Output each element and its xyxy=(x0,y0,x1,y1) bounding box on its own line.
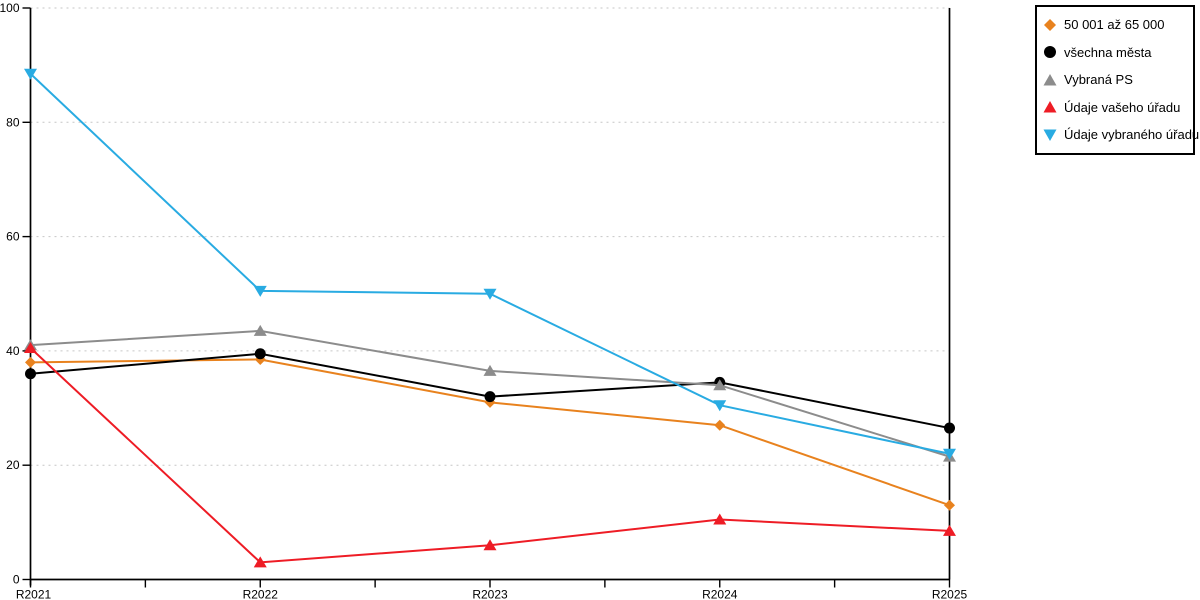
triangle-down-icon xyxy=(1043,129,1057,141)
data-point-diamond xyxy=(714,419,726,431)
data-point-triangle-up xyxy=(253,324,267,336)
data-point-triangle-down xyxy=(253,285,267,297)
triangle-up-icon xyxy=(1043,101,1057,113)
x-tick-label: R2023 xyxy=(472,588,508,600)
data-point-circle xyxy=(484,391,496,403)
data-point-triangle-up xyxy=(24,342,37,354)
data-point-circle xyxy=(254,348,266,360)
x-tick-label: R2021 xyxy=(16,588,52,600)
triangle-up-icon xyxy=(1043,73,1057,86)
y-tick-label: 40 xyxy=(6,344,20,358)
data-point-diamond xyxy=(944,499,955,511)
legend-item: Údaje vašeho úřadu xyxy=(1043,94,1187,122)
series-line xyxy=(29,347,950,564)
data-point-triangle-up xyxy=(483,364,497,376)
series-line xyxy=(30,352,950,430)
triangle-up-shape xyxy=(1043,101,1057,113)
data-point-circle xyxy=(944,422,955,434)
legend: 50 001 až 65 000 všechna města Vybraná P… xyxy=(1035,5,1199,155)
y-tick-label: 100 xyxy=(0,1,20,15)
legend-item: všechna města xyxy=(1043,39,1187,67)
legend-label: Vybraná PS xyxy=(1064,72,1133,88)
y-tick-label: 80 xyxy=(6,115,20,129)
triangle-down-shape xyxy=(1043,129,1057,141)
data-point-triangle-down xyxy=(713,400,727,412)
y-tick-label: 0 xyxy=(13,573,20,587)
y-tick-label: 20 xyxy=(6,458,20,472)
x-tick-label: R2024 xyxy=(702,588,738,600)
circle-icon xyxy=(1044,46,1056,59)
circle-shape xyxy=(1044,46,1056,59)
series-line xyxy=(30,358,950,507)
data-point-triangle-down xyxy=(24,68,37,80)
data-point-triangle-up xyxy=(253,556,267,568)
data-point-triangle-up xyxy=(483,539,497,551)
legend-label: Údaje vašeho úřadu xyxy=(1064,99,1181,115)
legend-label: všechna města xyxy=(1064,44,1152,60)
legend-label: Údaje vybraného úřadu xyxy=(1064,127,1200,143)
data-point-triangle-up xyxy=(713,379,727,391)
x-tick-label: R2022 xyxy=(243,588,279,600)
data-point-diamond xyxy=(25,356,36,368)
legend-item: Vybraná PS xyxy=(1043,66,1187,94)
data-point-triangle-up xyxy=(943,524,956,536)
data-point-circle xyxy=(25,368,36,380)
y-tick-label: 60 xyxy=(6,230,20,244)
data-point-triangle-down xyxy=(943,448,956,460)
diamond-shape xyxy=(1044,18,1056,31)
legend-label: 50 001 až 65 000 xyxy=(1064,17,1165,33)
legend-item: 50 001 až 65 000 xyxy=(1043,11,1187,39)
diamond-icon xyxy=(1044,18,1056,31)
x-tick-label: R2025 xyxy=(932,588,968,600)
triangle-up-shape xyxy=(1043,73,1057,86)
data-point-triangle-down xyxy=(483,288,497,300)
data-point-triangle-up xyxy=(713,513,727,525)
legend-item: Údaje vybraného úřadu xyxy=(1043,121,1199,149)
